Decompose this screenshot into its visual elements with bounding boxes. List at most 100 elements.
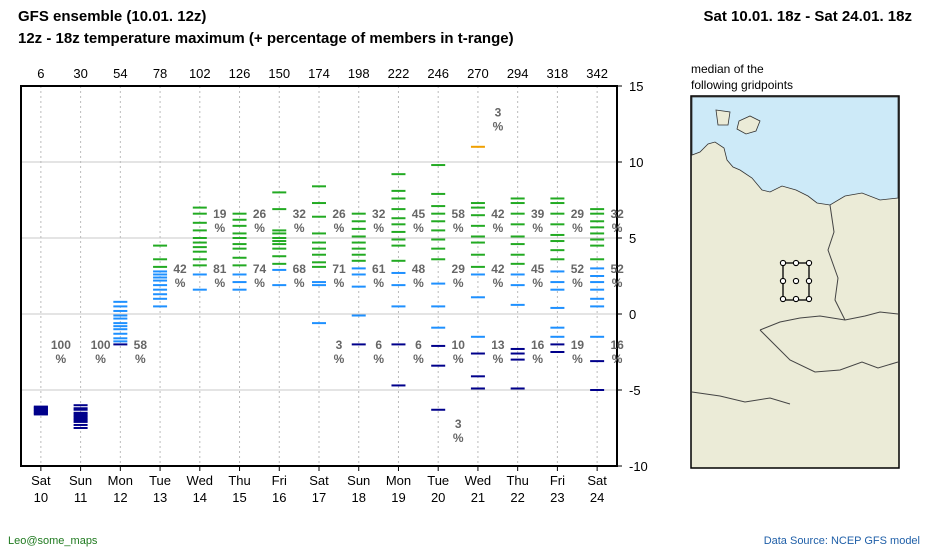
percent-sign-label: % [214, 221, 225, 235]
lead-hour-label: 126 [229, 66, 251, 81]
percent-value-label: 19 [213, 207, 227, 221]
percent-sign-label: % [373, 352, 384, 366]
percent-sign-label: % [413, 221, 424, 235]
day-number-label: 17 [312, 490, 326, 505]
percent-value-label: 6 [375, 338, 382, 352]
percent-value-label: 32 [610, 207, 624, 221]
percent-sign-label: % [373, 276, 384, 290]
percent-sign-label: % [453, 352, 464, 366]
percent-value-label: 32 [293, 207, 307, 221]
percent-value-label: 26 [253, 207, 267, 221]
percent-value-label: 58 [134, 338, 148, 352]
ensemble-column [232, 212, 247, 291]
weekday-label: Thu [228, 473, 250, 488]
percent-value-label: 19 [571, 338, 585, 352]
percent-value-label: 6 [415, 338, 422, 352]
percent-sign-label: % [453, 221, 464, 235]
gridpoint-marker [792, 259, 800, 267]
percent-sign-label: % [254, 276, 265, 290]
percent-value-label: 3 [495, 105, 502, 119]
day-number-label: 19 [391, 490, 405, 505]
percent-sign-label: % [612, 276, 623, 290]
day-number-label: 13 [153, 490, 167, 505]
percent-sign-label: % [413, 276, 424, 290]
percent-sign-label: % [572, 276, 583, 290]
percent-value-label: 32 [372, 207, 386, 221]
percent-sign-label: % [572, 352, 583, 366]
lead-hour-label: 246 [427, 66, 449, 81]
day-number-label: 21 [471, 490, 485, 505]
gridpoint-marker [805, 277, 813, 285]
map-border-south [759, 311, 899, 331]
percent-value-label: 52 [571, 262, 585, 276]
lead-hour-label: 198 [348, 66, 370, 81]
weekday-label: Tue [427, 473, 449, 488]
chart-title: GFS ensemble (10.01. 12z) [18, 8, 207, 25]
location-map: median of the following gridpoints [690, 62, 900, 469]
weekday-label: Wed [465, 473, 492, 488]
weekday-label: Sat [31, 473, 51, 488]
lead-hour-label: 6 [37, 66, 44, 81]
ensemble-column [431, 164, 446, 411]
percent-value-label: 71 [332, 262, 346, 276]
gridpoint-marker [779, 295, 787, 303]
percent-sign-label: % [453, 431, 464, 445]
chart-subtitle: 12z - 18z temperature maximum (+ percent… [18, 30, 514, 47]
lead-hour-label: 318 [547, 66, 569, 81]
percent-value-label: 68 [293, 262, 307, 276]
weekday-label: Thu [506, 473, 528, 488]
percent-value-label: 61 [372, 262, 386, 276]
percent-sign-label: % [294, 276, 305, 290]
percent-value-label: 74 [253, 262, 267, 276]
percent-sign-label: % [453, 276, 464, 290]
gridpoint-marker [779, 277, 787, 285]
gridpoint-marker [779, 259, 787, 267]
percent-sign-label: % [532, 352, 543, 366]
day-number-label: 11 [74, 490, 88, 505]
ensemble-column [192, 206, 207, 291]
weekday-label: Sat [309, 473, 329, 488]
day-number-label: 10 [34, 490, 48, 505]
percent-value-label: 81 [213, 262, 227, 276]
percent-value-label: 42 [491, 207, 505, 221]
percent-value-label: 45 [412, 207, 426, 221]
lead-hour-label: 78 [153, 66, 167, 81]
lead-hour-label: 102 [189, 66, 211, 81]
percent-sign-label: % [612, 221, 623, 235]
percent-sign-label: % [413, 352, 424, 366]
gridpoint-marker [805, 259, 813, 267]
percent-sign-label: % [214, 276, 225, 290]
percent-value-label: 39 [531, 207, 545, 221]
map-caption-line1: median of the [691, 62, 764, 76]
ensemble-column [391, 173, 406, 387]
y-tick-label: -10 [629, 459, 648, 474]
percent-value-label: 26 [332, 207, 346, 221]
percent-sign-label: % [334, 276, 345, 290]
percent-value-label: 48 [412, 262, 426, 276]
percent-value-label: 45 [531, 262, 545, 276]
percent-sign-label: % [175, 276, 186, 290]
gridpoint-marker [805, 295, 813, 303]
percent-value-label: 42 [173, 262, 187, 276]
percent-sign-label: % [95, 352, 106, 366]
weekday-label: Tue [149, 473, 171, 488]
gridpoint-marker [792, 277, 800, 285]
percent-value-label: 42 [491, 262, 505, 276]
lead-hour-label: 342 [586, 66, 608, 81]
percent-sign-label: % [493, 276, 504, 290]
percent-sign-label: % [493, 119, 504, 133]
percent-value-label: 100 [91, 338, 111, 352]
percent-value-label: 52 [610, 262, 624, 276]
day-number-label: 20 [431, 490, 445, 505]
map-border-east [827, 204, 846, 321]
percent-sign-label: % [532, 221, 543, 235]
percent-sign-label: % [135, 352, 146, 366]
percent-sign-label: % [334, 352, 345, 366]
data-source-text: Data Source: NCEP GFS model [764, 535, 920, 547]
percent-sign-label: % [532, 276, 543, 290]
percent-value-label: 10 [452, 338, 466, 352]
percent-value-label: 16 [610, 338, 624, 352]
map-coast-island-2 [715, 109, 731, 126]
lead-hour-label: 174 [308, 66, 330, 81]
